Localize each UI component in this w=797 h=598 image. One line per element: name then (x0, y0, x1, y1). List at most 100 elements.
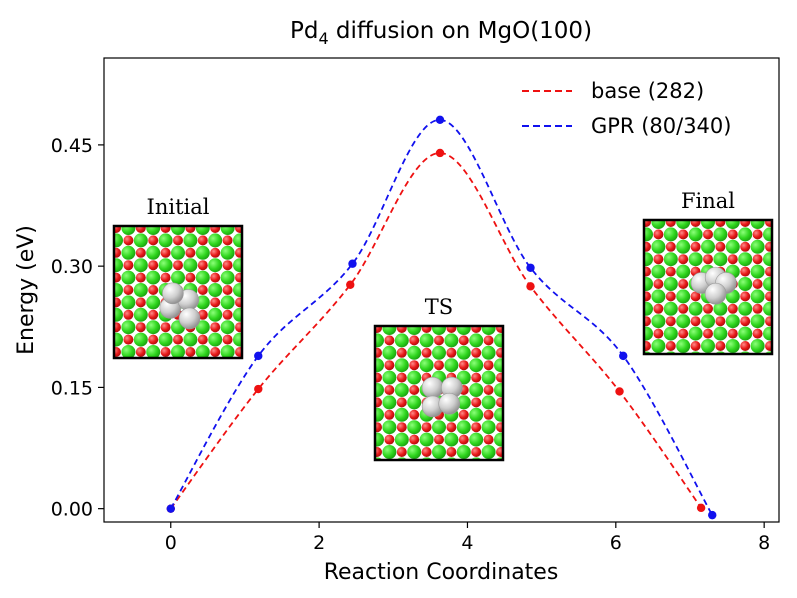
oxygen-atom (384, 360, 395, 371)
oxygen-atom (114, 226, 121, 233)
x-axis-title: Reaction Coordinates (324, 560, 559, 585)
oxygen-atom (765, 291, 772, 302)
oxygen-atom (790, 341, 797, 351)
oxygen-atom (644, 220, 651, 227)
oxygen-atom (185, 372, 195, 382)
magnesium-atom (788, 277, 797, 291)
oxygen-atom (765, 220, 772, 227)
oxygen-atom (160, 226, 171, 233)
magnesium-atom (133, 283, 148, 297)
oxygen-atom (123, 359, 133, 369)
oxygen-atom (160, 347, 171, 357)
oxygen-atom (653, 279, 664, 289)
magnesium-atom (481, 326, 496, 335)
oxygen-atom (235, 297, 242, 308)
oxygen-atom (727, 229, 738, 240)
inset-border (112, 224, 244, 360)
series-points (166, 115, 717, 520)
magnesium-atom (506, 420, 520, 434)
magnesium-atom (701, 364, 715, 378)
oxygen-atom (235, 347, 242, 357)
oxygen-atom (496, 422, 503, 433)
oxygen-atom (496, 472, 506, 482)
magnesium-atom (171, 245, 185, 260)
magnesium-atom (245, 271, 259, 285)
magnesium-atom (775, 314, 789, 328)
magnesium-atom (738, 252, 753, 267)
y-tick-label: 0.45 (51, 135, 93, 157)
magnesium-atom (701, 314, 715, 329)
magnesium-atom (775, 364, 789, 378)
magnesium-atom (725, 339, 740, 353)
data-point-1 (348, 259, 357, 268)
oxygen-atom (678, 229, 689, 240)
magnesium-atom (407, 395, 422, 410)
magnesium-atom (519, 383, 533, 397)
inset-border (642, 218, 774, 356)
oxygen-atom (703, 328, 713, 339)
magnesium-atom (713, 227, 728, 242)
magnesium-atom (114, 283, 123, 297)
oxygen-atom (458, 434, 469, 445)
magnesium-atom (481, 445, 496, 459)
legend: base (282) GPR (80/340) (522, 79, 731, 138)
oxygen-atom (161, 372, 171, 382)
axis-ticks: 0 2 4 6 8 0.00 0.15 0.30 0.45 (51, 135, 771, 554)
magnesium-atom (750, 264, 765, 279)
oxygen-atom (235, 272, 242, 283)
oxygen-atom (260, 248, 270, 258)
magnesium-atom (195, 226, 210, 235)
magnesium-atom (146, 345, 161, 358)
magnesium-atom (208, 283, 223, 297)
data-point-1 (254, 351, 263, 361)
magnesium-atom (457, 470, 471, 484)
oxygen-atom (790, 217, 797, 227)
magnesium-atom (208, 307, 223, 322)
oxygen-atom (790, 242, 797, 252)
oxygen-atom (703, 229, 713, 240)
magnesium-atom (494, 383, 503, 397)
oxygen-atom (247, 260, 257, 270)
magnesium-atom (419, 333, 434, 348)
oxygen-atom (160, 247, 171, 258)
oxygen-atom (790, 291, 797, 301)
magnesium-atom (494, 432, 503, 447)
oxygen-atom (136, 372, 146, 382)
oxygen-atom (148, 260, 159, 271)
oxygen-atom (740, 316, 751, 327)
oxygen-atom (235, 226, 242, 233)
magnesium-atom (407, 326, 422, 335)
oxygen-atom (160, 322, 171, 333)
oxygen-atom (173, 235, 183, 246)
magnesium-atom (407, 445, 422, 459)
magnesium-atom (663, 277, 678, 291)
oxygen-atom (483, 434, 494, 445)
x-tick-label: 2 (313, 532, 325, 554)
magnesium-atom (676, 220, 691, 229)
magnesium-atom (644, 326, 653, 341)
oxygen-atom (727, 303, 738, 314)
magnesium-atom (258, 258, 272, 272)
oxygen-atom (197, 235, 208, 246)
oxygen-atom (790, 366, 797, 376)
oxygen-atom (678, 328, 689, 339)
oxygen-atom (508, 385, 518, 395)
oxygen-atom (247, 235, 257, 245)
magnesium-atom (676, 289, 691, 304)
magnesium-atom (114, 307, 123, 322)
magnesium-atom (233, 307, 242, 322)
magnesium-atom (788, 327, 797, 341)
oxygen-atom (446, 422, 457, 433)
oxygen-atom (185, 272, 196, 283)
oxygen-atom (665, 241, 676, 252)
inset-label: Initial (147, 195, 210, 219)
magnesium-atom (195, 345, 210, 358)
oxygen-atom (260, 297, 270, 307)
magnesium-atom (183, 233, 198, 248)
oxygen-atom (665, 266, 676, 277)
structure-insets: Initial TS Final (112, 189, 797, 484)
oxygen-atom (409, 360, 420, 371)
oxygen-atom (173, 359, 183, 369)
inset-final: Final (642, 189, 797, 378)
